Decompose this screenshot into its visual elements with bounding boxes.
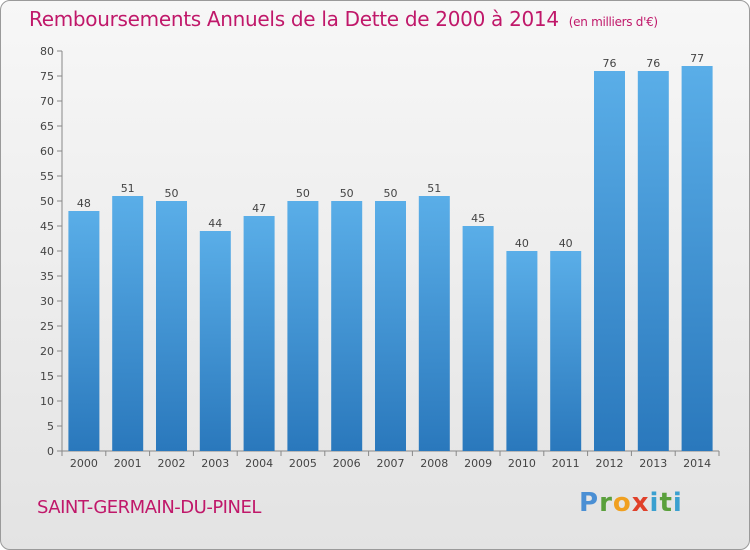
title-text: Remboursements Annuels de la Dette de 20…: [29, 7, 559, 31]
x-tick-label: 2012: [596, 457, 624, 470]
bar: [287, 201, 319, 451]
y-tick-label: 25: [40, 320, 54, 333]
x-tick-label: 2002: [158, 457, 186, 470]
y-tick-label: 10: [40, 395, 54, 408]
x-tick-label: 2003: [201, 457, 229, 470]
proxiti-logo: Proxiti: [579, 488, 683, 518]
x-tick-label: 2000: [70, 457, 98, 470]
y-tick-label: 30: [40, 295, 54, 308]
data-label: 50: [384, 187, 398, 200]
x-tick-label: 2008: [420, 457, 448, 470]
data-label: 50: [340, 187, 354, 200]
data-label: 45: [471, 212, 485, 225]
data-label: 40: [559, 237, 573, 250]
bar: [506, 251, 538, 451]
y-tick-label: 0: [47, 445, 54, 458]
x-tick-label: 2004: [245, 457, 273, 470]
x-tick-label: 2014: [683, 457, 711, 470]
y-tick-label: 70: [40, 95, 54, 108]
x-tick-label: 2006: [333, 457, 361, 470]
y-tick-label: 40: [40, 245, 54, 258]
value-labels: 48 51 50 44 47 50 50 50 51 45 40 40 76 76 77: [77, 52, 704, 250]
y-tick-label: 65: [40, 120, 54, 133]
data-label: 50: [296, 187, 310, 200]
data-label: 51: [121, 182, 135, 195]
y-tick-label: 35: [40, 270, 54, 283]
bar: [112, 196, 144, 451]
x-tick-label: 2011: [552, 457, 580, 470]
bar: [462, 226, 494, 451]
bar: [550, 251, 582, 451]
y-tick-label: 80: [40, 45, 54, 58]
y-tick-label: 50: [40, 195, 54, 208]
data-label: 51: [427, 182, 441, 195]
chart-title: Remboursements Annuels de la Dette de 20…: [29, 7, 658, 31]
y-tick-label: 55: [40, 170, 54, 183]
data-label: 40: [515, 237, 529, 250]
bar: [331, 201, 363, 451]
data-label: 47: [252, 202, 266, 215]
x-tick-label: 2001: [114, 457, 142, 470]
y-tick-label: 45: [40, 220, 54, 233]
bar: [243, 216, 275, 451]
bar: [637, 71, 669, 451]
bar: [681, 66, 713, 451]
y-tick-label: 60: [40, 145, 54, 158]
data-label: 44: [208, 217, 222, 230]
bars: [68, 66, 713, 451]
unit-label: (en milliers d'€): [568, 15, 658, 29]
bar: [375, 201, 406, 451]
x-tick-label: 2005: [289, 457, 317, 470]
bar: [418, 196, 450, 451]
bar: [594, 71, 625, 451]
y-tick-label: 15: [40, 370, 54, 383]
y-tick-label: 75: [40, 70, 54, 83]
data-label: 76: [646, 57, 660, 70]
bar: [199, 231, 231, 451]
x-tick-label: 2013: [639, 457, 667, 470]
data-label: 48: [77, 197, 91, 210]
bar: [156, 201, 187, 451]
y-tick-label: 5: [47, 420, 54, 433]
town-name: SAINT-GERMAIN-DU-PINEL: [37, 497, 261, 518]
data-label: 77: [690, 52, 704, 65]
x-tick-label: 2009: [464, 457, 492, 470]
x-tick-label: 2007: [377, 457, 405, 470]
axes: 0 5 10 15 20 25 30 35 40 45 50 55 60 65 70 75 80 2000 2001…: [40, 45, 720, 470]
data-label: 76: [603, 57, 617, 70]
x-tick-label: 2010: [508, 457, 536, 470]
data-label: 50: [165, 187, 179, 200]
y-tick-label: 20: [40, 345, 54, 358]
bar: [68, 211, 100, 451]
